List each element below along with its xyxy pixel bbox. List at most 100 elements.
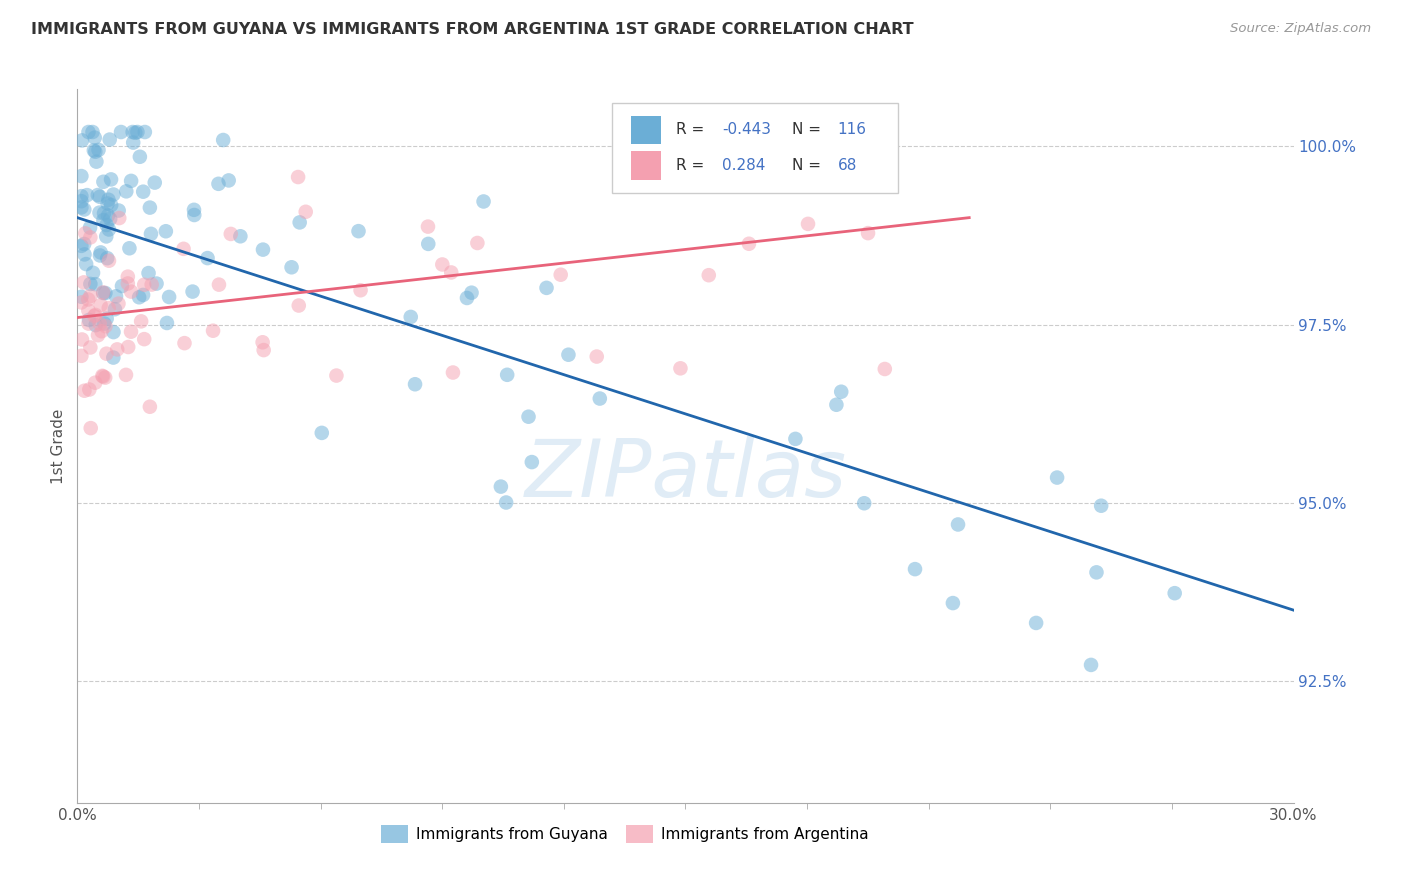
Point — [70, 239, 93, 253]
Point — [460, 285, 482, 300]
Point — [830, 384, 852, 399]
Point — [128, 150, 150, 164]
Point — [70, 189, 93, 203]
Point — [1090, 499, 1112, 513]
Point — [96, 347, 118, 361]
Point — [94, 286, 117, 301]
Point — [942, 596, 965, 610]
Point — [89, 248, 111, 262]
Point — [83, 309, 105, 323]
Point — [1163, 586, 1185, 600]
Point — [70, 169, 93, 183]
Point — [110, 125, 132, 139]
Point — [94, 319, 117, 334]
Point — [797, 217, 820, 231]
Point — [208, 277, 231, 292]
Point — [1025, 615, 1047, 630]
Point — [70, 133, 93, 147]
Point — [229, 229, 252, 244]
Text: R =: R = — [676, 158, 709, 173]
Point — [252, 243, 274, 257]
Point — [121, 125, 143, 139]
Point — [79, 289, 101, 303]
Point — [853, 496, 876, 510]
Point — [76, 188, 98, 202]
Point — [100, 198, 122, 212]
Point — [70, 201, 93, 215]
Point — [904, 562, 927, 576]
Point — [197, 251, 219, 265]
Point — [219, 227, 242, 241]
Point — [97, 193, 120, 207]
Point — [79, 341, 101, 355]
Point — [467, 235, 489, 250]
Point — [145, 277, 167, 291]
Point — [183, 202, 205, 217]
Point — [105, 289, 128, 303]
Point — [84, 145, 107, 159]
Point — [349, 283, 371, 297]
Text: R =: R = — [676, 122, 709, 137]
Point — [181, 285, 204, 299]
Point — [399, 310, 422, 324]
Point — [93, 317, 115, 331]
Point — [97, 301, 120, 315]
Point — [84, 277, 107, 292]
Point — [103, 351, 125, 365]
Point — [311, 425, 333, 440]
Point — [134, 332, 156, 346]
Point — [91, 285, 114, 300]
Point — [73, 202, 96, 217]
Point — [129, 314, 152, 328]
Point — [89, 317, 111, 331]
Point — [669, 361, 692, 376]
Point — [111, 279, 134, 293]
Point — [84, 308, 107, 322]
Text: -0.443: -0.443 — [721, 122, 770, 137]
Point — [79, 277, 101, 291]
Point — [73, 276, 96, 290]
Point — [91, 368, 114, 383]
Point — [288, 215, 311, 229]
Point — [77, 125, 100, 139]
Point — [517, 409, 540, 424]
Point — [294, 204, 316, 219]
Text: 116: 116 — [838, 122, 866, 137]
Point — [287, 299, 309, 313]
Point — [404, 377, 426, 392]
Point — [139, 201, 162, 215]
Point — [83, 130, 105, 145]
Point — [107, 203, 129, 218]
Point — [173, 336, 195, 351]
Point — [115, 368, 138, 382]
Point — [93, 175, 115, 189]
Point — [97, 196, 120, 211]
Point — [456, 291, 478, 305]
Point — [96, 251, 118, 265]
Point — [100, 172, 122, 186]
Point — [70, 290, 93, 304]
Point — [70, 295, 93, 310]
Point — [108, 211, 131, 225]
Point — [418, 236, 440, 251]
Point — [90, 298, 112, 312]
Point — [472, 194, 495, 209]
Point — [77, 313, 100, 327]
Point — [77, 303, 100, 318]
Text: 68: 68 — [838, 158, 856, 173]
Point — [93, 213, 115, 227]
Point — [117, 277, 139, 291]
Y-axis label: 1st Grade: 1st Grade — [51, 409, 66, 483]
Point — [91, 285, 114, 300]
Point — [84, 376, 107, 390]
Point — [97, 209, 120, 223]
Point — [873, 362, 896, 376]
Point — [115, 185, 138, 199]
Point — [87, 188, 110, 202]
Point — [87, 143, 110, 157]
Point — [585, 350, 607, 364]
Point — [82, 125, 104, 139]
Point — [155, 224, 177, 238]
Point — [86, 154, 108, 169]
Point — [496, 368, 519, 382]
